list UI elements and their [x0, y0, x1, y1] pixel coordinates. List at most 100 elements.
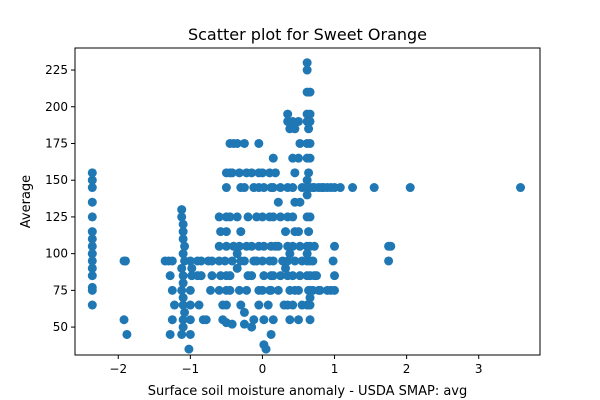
data-point [283, 109, 293, 119]
data-point [227, 256, 237, 266]
y-tick-label: 75 [53, 283, 68, 297]
data-point [330, 285, 340, 295]
data-point [281, 227, 291, 237]
data-point [225, 271, 235, 281]
data-point [169, 300, 179, 310]
data-point [87, 241, 97, 251]
data-point [266, 329, 276, 339]
data-point [185, 315, 195, 325]
data-point [206, 285, 216, 295]
data-point [330, 241, 340, 251]
data-point [221, 241, 231, 251]
x-axis-label: Surface soil moisture anomaly - USDA SMA… [148, 384, 468, 399]
data-point [236, 300, 246, 310]
data-point [234, 285, 244, 295]
data-point [288, 241, 298, 251]
data-point [305, 300, 315, 310]
x-tick-label: −1 [181, 362, 199, 376]
y-tick-label: 100 [45, 247, 68, 261]
data-point [254, 300, 264, 310]
data-point [87, 300, 97, 310]
data-point [178, 315, 188, 325]
data-point [305, 109, 315, 119]
data-point [249, 315, 259, 325]
data-point [305, 212, 315, 222]
data-point [293, 315, 303, 325]
data-point [290, 168, 300, 178]
data-point [275, 183, 285, 193]
data-point [369, 183, 379, 193]
data-point [185, 285, 195, 295]
data-point [302, 58, 312, 68]
data-point [214, 212, 224, 222]
points-layer [87, 58, 526, 354]
data-point [305, 153, 315, 163]
data-point [335, 183, 345, 193]
data-point [220, 256, 230, 266]
data-point [196, 271, 206, 281]
data-point [185, 300, 195, 310]
data-point [177, 212, 187, 222]
data-point [120, 256, 130, 266]
data-point [386, 241, 396, 251]
data-point [302, 65, 312, 75]
data-point [201, 315, 211, 325]
data-point [178, 322, 188, 332]
data-point [348, 183, 358, 193]
data-point [239, 138, 249, 148]
data-point [227, 319, 237, 329]
data-point [221, 183, 231, 193]
data-point [214, 241, 224, 251]
data-point [87, 234, 97, 244]
data-point [330, 271, 340, 281]
y-tick-label: 200 [45, 100, 68, 114]
data-point [315, 285, 325, 295]
data-point [178, 300, 188, 310]
data-point [185, 329, 195, 339]
data-point [87, 168, 97, 178]
data-point [281, 263, 291, 273]
data-point [247, 168, 257, 178]
data-point [178, 249, 188, 259]
data-point [232, 212, 242, 222]
data-point [295, 241, 305, 251]
data-point [268, 256, 278, 266]
data-point [268, 315, 278, 325]
data-point [167, 315, 177, 325]
data-point [308, 256, 318, 266]
x-tick-label: −2 [109, 362, 127, 376]
y-axis-label: Average [19, 175, 34, 228]
data-point [87, 227, 97, 237]
data-point [295, 197, 305, 207]
data-point [268, 271, 278, 281]
data-point [304, 168, 314, 178]
data-point [225, 285, 235, 295]
data-point [87, 271, 97, 281]
data-point [87, 197, 97, 207]
data-point [185, 256, 195, 266]
data-point [261, 344, 271, 354]
x-tick-label: 3 [475, 362, 483, 376]
data-point [295, 138, 305, 148]
data-point [259, 315, 269, 325]
data-point [405, 183, 415, 193]
data-point [165, 271, 175, 281]
data-point [270, 168, 280, 178]
data-point [234, 168, 244, 178]
x-axis-ticks: −2 −1 0 1 2 3 [109, 355, 483, 376]
data-point [242, 285, 252, 295]
data-point [305, 315, 315, 325]
data-point [516, 183, 526, 193]
data-point [239, 319, 249, 329]
data-point [167, 285, 177, 295]
data-point [87, 263, 97, 273]
data-point [305, 116, 315, 126]
data-point [290, 124, 300, 134]
data-point [232, 263, 242, 273]
data-point [87, 212, 97, 222]
data-point [87, 249, 97, 259]
data-point [180, 241, 190, 251]
data-point [194, 300, 204, 310]
data-point [263, 300, 273, 310]
